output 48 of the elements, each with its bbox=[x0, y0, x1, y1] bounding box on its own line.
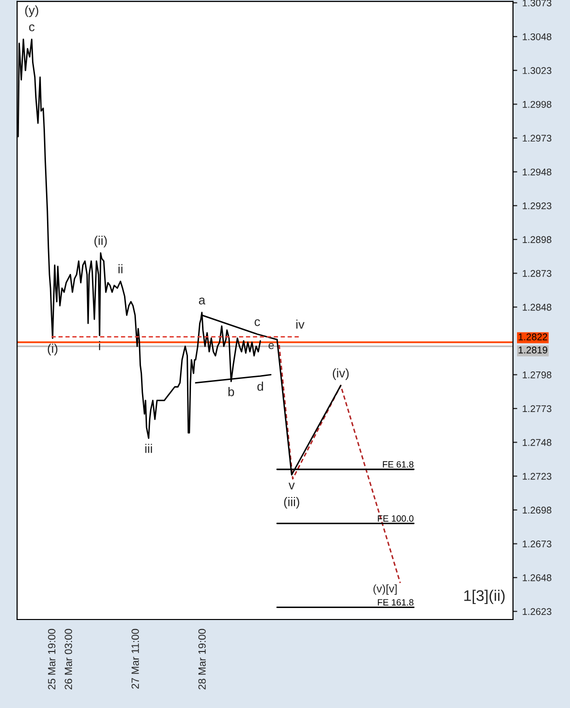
annotation: (i) bbox=[48, 344, 58, 356]
y-tick-label: 1.2923 bbox=[522, 202, 552, 210]
annotation: b bbox=[228, 387, 234, 396]
series-label: FE 61.8 bbox=[382, 461, 414, 468]
x-tick-label: 27 Mar 11:00 bbox=[132, 628, 139, 689]
annotation: (y) bbox=[25, 5, 38, 18]
annotation: [v] bbox=[386, 584, 397, 595]
x-tick-label: 25 Mar 19:00 bbox=[48, 628, 56, 690]
y-tick-label: 1.3023 bbox=[522, 67, 552, 74]
annotation: c bbox=[254, 319, 260, 326]
x-tick-label: 28 Mar 19:00 bbox=[198, 628, 206, 690]
y-tick-label: 1.2998 bbox=[522, 100, 552, 108]
y-tick-label: 1.2723 bbox=[522, 472, 552, 480]
y-tick-label: 1.2948 bbox=[522, 168, 552, 176]
series-label: FE 100.0 bbox=[378, 515, 414, 522]
annotation: (iv) bbox=[332, 368, 349, 380]
annotation: ii bbox=[118, 264, 122, 274]
annotation: 1 bbox=[464, 590, 471, 601]
annotation: i bbox=[99, 341, 100, 350]
y-tick-label: 1.2798 bbox=[522, 371, 552, 378]
y-tick-label: 1.3048 bbox=[522, 33, 552, 40]
y-tick-label: 1.2898 bbox=[522, 236, 552, 244]
y-tick-label: 1.2848 bbox=[522, 304, 552, 311]
y-tick-label: 1.2973 bbox=[522, 134, 552, 142]
y-tick-label: 1.2648 bbox=[522, 574, 552, 582]
x-tick-label: 26 Mar 03:00 bbox=[64, 628, 72, 690]
annotation: (ii) bbox=[94, 236, 107, 248]
y-tick-label: 1.2623 bbox=[522, 608, 552, 616]
annotation: (ii) bbox=[490, 590, 505, 604]
annotation: iv bbox=[296, 320, 304, 329]
y-tick-label: 1.2673 bbox=[522, 540, 552, 548]
annotation: v bbox=[288, 482, 295, 490]
annotation: d bbox=[257, 382, 264, 391]
y-tick-label: 1.3073 bbox=[522, 0, 552, 6]
annotation: [3] bbox=[472, 590, 488, 604]
annotation: c bbox=[29, 24, 35, 32]
annotation: iii bbox=[145, 444, 152, 453]
annotation: (iii) bbox=[284, 497, 300, 509]
ref-line-label: 1.2822 bbox=[518, 333, 548, 340]
annotation: a bbox=[198, 298, 206, 304]
ref-line-label: 1.2819 bbox=[518, 346, 548, 354]
series-label: FE 161.8 bbox=[378, 599, 414, 606]
y-tick-label: 1.2698 bbox=[522, 506, 552, 514]
y-tick-label: 1.2773 bbox=[522, 405, 552, 412]
y-tick-label: 1.2748 bbox=[522, 439, 552, 446]
y-tick-label: 1.2873 bbox=[522, 270, 552, 277]
annotation: e bbox=[268, 343, 274, 350]
annotation: (v) bbox=[373, 584, 386, 595]
